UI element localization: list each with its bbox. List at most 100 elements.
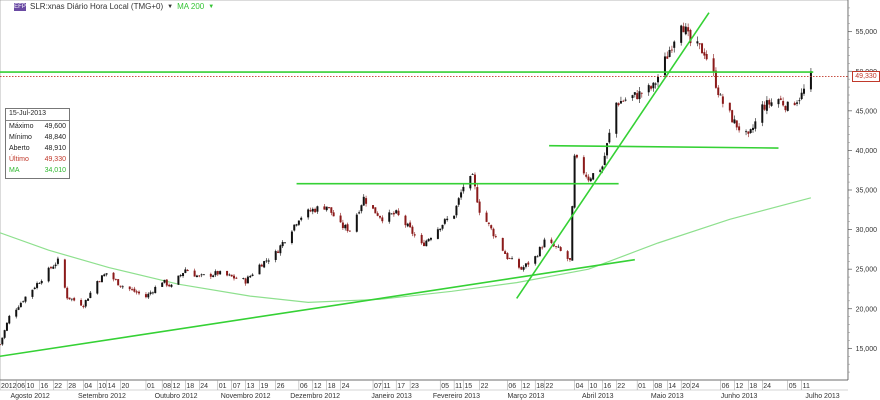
candle-body (138, 291, 141, 294)
x-tick-label: 19 (260, 383, 268, 390)
candle-body (184, 269, 187, 273)
candle-body (652, 82, 655, 89)
candle-body (798, 100, 801, 102)
candle-body (297, 220, 300, 225)
candle-body (603, 155, 606, 165)
candle-body (24, 296, 27, 302)
ma-indicator-label[interactable]: MA 200 (177, 2, 205, 11)
candle-body (733, 119, 736, 124)
candle-body (246, 276, 249, 284)
trendline-4[interactable] (549, 144, 779, 149)
plot-area[interactable] (0, 0, 849, 381)
candle-body (534, 256, 537, 264)
candle-body (636, 93, 639, 100)
candle-body (283, 242, 286, 244)
candle-body (314, 208, 317, 213)
x-tick-label: 22 (54, 383, 62, 390)
candle-body (701, 43, 704, 54)
candle-body (87, 298, 90, 301)
x-tick-label: 22 (617, 383, 625, 390)
x-tick-label: 13 (247, 383, 255, 390)
info-date: 15-Jul-2013 (6, 109, 69, 121)
candle-body (376, 213, 379, 216)
candle-body (300, 217, 303, 220)
candle-body (680, 25, 683, 43)
y-tick-label: 25,000 (856, 267, 878, 274)
candle-body (144, 294, 147, 298)
info-row-low: Mínimo 48,840 (9, 134, 66, 141)
candle-body (128, 286, 131, 290)
candle-body (274, 251, 277, 260)
candle-body (782, 101, 785, 106)
candle-body (103, 274, 106, 277)
candle-body (800, 92, 803, 100)
x-tick-label: 18 (749, 383, 757, 390)
candle-body (209, 273, 212, 277)
x-tick-label: 24 (200, 383, 208, 390)
x-tick-label: 10 (26, 383, 34, 390)
candle-body (784, 105, 787, 111)
candle-body (151, 292, 154, 294)
x-tick-label: 06 (722, 383, 730, 390)
candle-body (295, 224, 298, 226)
candle-body (712, 58, 715, 72)
chevron-down-icon[interactable]: ▼ (167, 3, 174, 10)
candle-body (22, 301, 25, 303)
candle-body (177, 275, 180, 285)
candle-body (73, 298, 76, 301)
candle-body (443, 219, 446, 224)
candle-body (487, 222, 490, 224)
candle-body (112, 272, 115, 280)
month-label: Novembro 2012 (221, 393, 271, 400)
ma-chevron-down-icon[interactable]: ▼ (208, 3, 215, 10)
candle-body (281, 242, 284, 247)
candle-body (362, 196, 365, 206)
x-tick-label: 04 (576, 383, 584, 390)
candle-body (49, 267, 52, 269)
x-tick-label: 20 (121, 383, 129, 390)
candle-body (425, 240, 428, 247)
x-tick-label: 05 (441, 383, 449, 390)
month-label: Maio 2013 (651, 393, 684, 400)
candle-body (471, 173, 474, 175)
candle-body (68, 297, 71, 300)
candle-body (446, 218, 449, 221)
candle-body (216, 271, 219, 275)
x-tick-label: 11 (455, 383, 462, 390)
candle-body (114, 279, 117, 280)
candle-body (214, 271, 217, 276)
candle-body (374, 207, 377, 214)
x-tick-label: 24 (691, 383, 699, 390)
ma-200-line (0, 197, 812, 304)
x-tick-label: 05 (789, 383, 797, 390)
candle-body (200, 274, 203, 276)
candle-body (469, 175, 472, 189)
candle-body (617, 103, 620, 106)
candle-body (170, 284, 173, 287)
candle-body (40, 280, 43, 284)
candle-body (52, 266, 55, 269)
candle-body (163, 279, 166, 283)
candle-body (517, 259, 520, 268)
candle-body (244, 278, 247, 284)
candle-body (615, 102, 618, 134)
candle-body (559, 247, 562, 251)
trendline-1[interactable] (0, 258, 635, 358)
candle-body (323, 206, 326, 210)
trendline-2[interactable] (516, 12, 710, 299)
candle-body (494, 236, 497, 238)
x-tick-label: 28 (68, 383, 76, 390)
candle-body (70, 298, 73, 300)
candle-body (536, 256, 539, 258)
candle-body (721, 96, 724, 104)
candle-body (673, 41, 676, 48)
info-row-open: Aberto 48,910 (9, 145, 66, 152)
candle-body (161, 282, 164, 287)
candle-body (406, 223, 409, 227)
candle-body (3, 330, 6, 338)
candle-body (423, 242, 425, 247)
candle-body (666, 56, 669, 59)
candle-body (226, 270, 229, 276)
candle-body (15, 309, 18, 317)
